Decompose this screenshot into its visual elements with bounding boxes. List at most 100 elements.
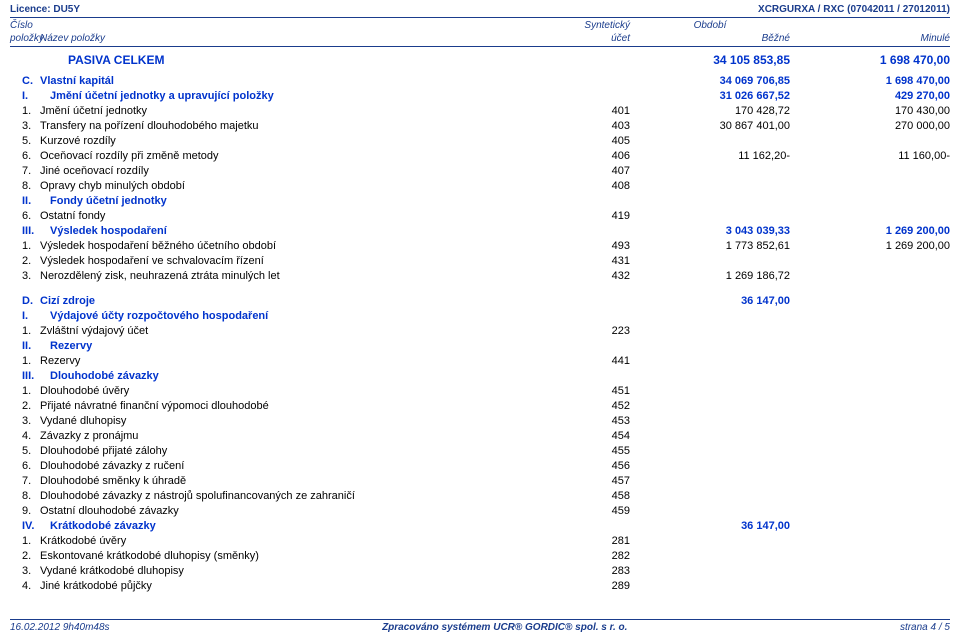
row-current: 36 147,00: [630, 294, 790, 309]
table-row: 3.Vydané dluhopisy453: [10, 414, 950, 429]
row-num: III.: [10, 369, 40, 384]
row-num: 4.: [10, 579, 40, 594]
row-acct: [550, 369, 630, 384]
row-previous: [790, 549, 950, 564]
table-row: II.Fondy účetní jednotky: [10, 194, 950, 209]
row-current: [630, 534, 790, 549]
row-previous: [790, 194, 950, 209]
table-row: PASIVA CELKEM34 105 853,851 698 470,00: [10, 53, 950, 68]
table-row: 1.Výsledek hospodaření běžného účetního …: [10, 239, 950, 254]
row-acct: 441: [550, 354, 630, 369]
row-current: [630, 164, 790, 179]
row-acct: [550, 309, 630, 324]
row-acct: [550, 89, 630, 104]
row-num: 6.: [10, 459, 40, 474]
row-acct: 407: [550, 164, 630, 179]
row-current: [630, 444, 790, 459]
row-current: [630, 564, 790, 579]
row-current: [630, 504, 790, 519]
row-acct: 282: [550, 549, 630, 564]
row-num: D.: [10, 294, 40, 309]
row-acct: 289: [550, 579, 630, 594]
row-num: 8.: [10, 179, 40, 194]
row-previous: [790, 504, 950, 519]
row-name: Dlouhodobé přijaté zálohy: [40, 444, 550, 459]
row-acct: 419: [550, 209, 630, 224]
table-row: 8.Dlouhodobé závazky z nástrojů spolufin…: [10, 489, 950, 504]
row-previous: [790, 384, 950, 399]
row-acct: 431: [550, 254, 630, 269]
row-name: Jiné oceňovací rozdíly: [40, 164, 550, 179]
table-row: 1.Zvláštní výdajový účet223: [10, 324, 950, 339]
row-acct: [550, 339, 630, 354]
row-acct: 457: [550, 474, 630, 489]
table-row: III.Dlouhodobé závazky: [10, 369, 950, 384]
row-num: 1.: [10, 534, 40, 549]
row-num: C.: [10, 74, 40, 89]
table-row: 6.Oceňovací rozdíly při změně metody4061…: [10, 149, 950, 164]
footer-page: strana 4 / 5: [900, 622, 950, 633]
row-current: [630, 179, 790, 194]
row-previous: 1 269 200,00: [790, 224, 950, 239]
row-previous: [790, 324, 950, 339]
row-previous: 1 698 470,00: [790, 53, 950, 68]
table-row: 5.Dlouhodobé přijaté zálohy455: [10, 444, 950, 459]
row-acct: 458: [550, 489, 630, 504]
row-previous: 11 160,00-: [790, 149, 950, 164]
row-previous: [790, 534, 950, 549]
row-acct: 223: [550, 324, 630, 339]
table-row: 5.Kurzové rozdíly405: [10, 134, 950, 149]
row-current: [630, 549, 790, 564]
row-num: [10, 53, 40, 68]
table-row: 7.Jiné oceňovací rozdíly407: [10, 164, 950, 179]
row-num: 3.: [10, 564, 40, 579]
row-name: Přijaté návratné finanční výpomoci dlouh…: [40, 399, 550, 414]
row-name: Nerozdělený zisk, neuhrazená ztráta minu…: [40, 269, 550, 284]
row-acct: [550, 294, 630, 309]
row-previous: [790, 164, 950, 179]
row-num: 3.: [10, 119, 40, 134]
row-previous: [790, 179, 950, 194]
row-num: 3.: [10, 269, 40, 284]
hdr-synt: Syntetický: [550, 20, 630, 31]
row-num: 3.: [10, 414, 40, 429]
row-acct: 453: [550, 414, 630, 429]
row-previous: [790, 254, 950, 269]
row-current: [630, 209, 790, 224]
row-num: I.: [10, 89, 40, 104]
row-name: Eskontované krátkodobé dluhopisy (směnky…: [40, 549, 550, 564]
row-name: Vydané dluhopisy: [40, 414, 550, 429]
row-num: 1.: [10, 239, 40, 254]
row-name: Ostatní fondy: [40, 209, 550, 224]
hdr-nazev: Název položky: [40, 33, 550, 44]
row-name: Jmění účetní jednotky: [40, 104, 550, 119]
row-num: 7.: [10, 474, 40, 489]
row-name: Závazky z pronájmu: [40, 429, 550, 444]
row-name: Jmění účetní jednotky a upravující polož…: [40, 89, 550, 104]
row-acct: 405: [550, 134, 630, 149]
row-current: 1 773 852,61: [630, 239, 790, 254]
row-acct: [550, 224, 630, 239]
row-previous: [790, 339, 950, 354]
hdr-bezne: Běžné: [630, 33, 790, 44]
row-name: Transfery na pořízení dlouhodobého majet…: [40, 119, 550, 134]
row-name: Ostatní dlouhodobé závazky: [40, 504, 550, 519]
row-num: 1.: [10, 324, 40, 339]
row-previous: [790, 354, 950, 369]
row-previous: [790, 579, 950, 594]
row-current: 3 043 039,33: [630, 224, 790, 239]
row-acct: [550, 194, 630, 209]
row-acct: 451: [550, 384, 630, 399]
row-num: 4.: [10, 429, 40, 444]
row-name: Výsledek hospodaření: [40, 224, 550, 239]
row-num: 1.: [10, 104, 40, 119]
table-row: 4.Jiné krátkodobé půjčky289: [10, 579, 950, 594]
row-num: 7.: [10, 164, 40, 179]
row-acct: [550, 74, 630, 89]
row-current: [630, 354, 790, 369]
row-num: 2.: [10, 254, 40, 269]
row-acct: [550, 519, 630, 534]
report-id: XCRGURXA / RXC (07042011 / 27012011): [758, 4, 950, 15]
row-name: Cizí zdroje: [40, 294, 550, 309]
row-num: IV.: [10, 519, 40, 534]
